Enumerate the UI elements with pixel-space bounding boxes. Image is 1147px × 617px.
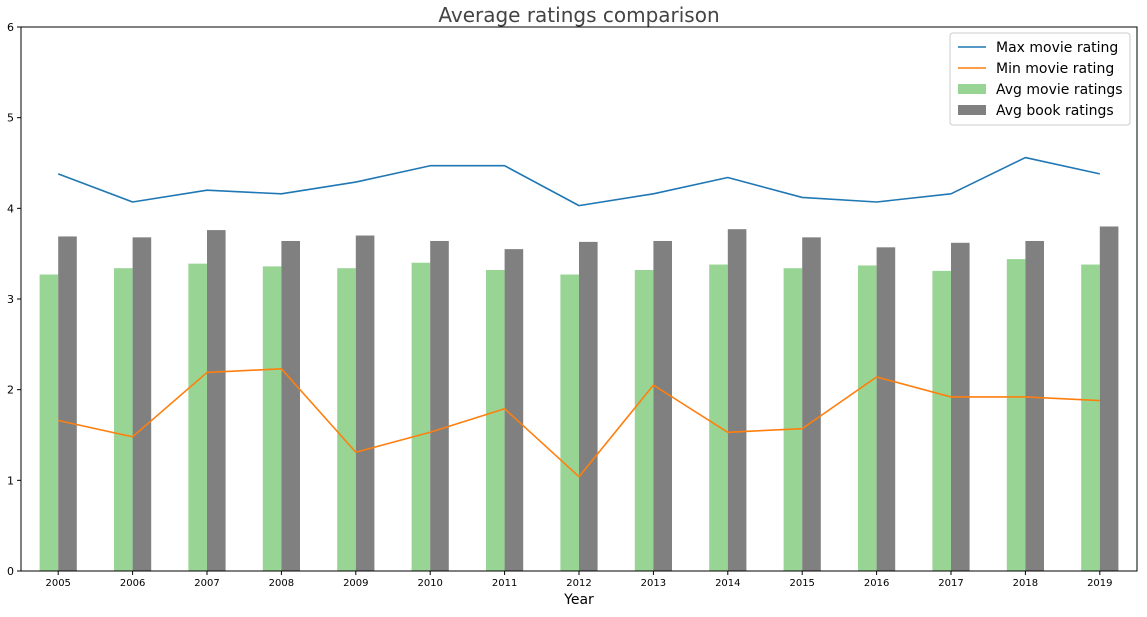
x-tick-label-2014: 2014 — [715, 578, 740, 589]
bar-avg-book-ratings-2005 — [58, 236, 77, 571]
bar-avg-book-ratings-2010 — [430, 240, 449, 571]
bar-avg-book-ratings-2018 — [1025, 240, 1044, 571]
line-min-movie-rating — [58, 368, 1100, 478]
x-tick-label-2015: 2015 — [789, 578, 814, 589]
bar-avg-book-ratings-2011 — [504, 249, 524, 571]
bar-avg-movie-ratings-2017 — [932, 270, 951, 571]
bar-avg-book-ratings-2009 — [355, 235, 375, 571]
bar-avg-book-ratings-2016 — [876, 247, 896, 571]
x-tick-label-2017: 2017 — [938, 578, 963, 589]
bar-avg-movie-ratings-2009 — [337, 268, 356, 571]
y-tick-label-5: 5 — [7, 112, 14, 125]
bar-avg-movie-ratings-2013 — [634, 269, 654, 571]
bar-avg-book-ratings-2015 — [802, 237, 821, 571]
legend-label-avg-book-ratings: Avg book ratings — [996, 103, 1114, 119]
bar-avg-movie-ratings-2007 — [188, 263, 207, 571]
x-tick-label-2019: 2019 — [1087, 578, 1112, 589]
x-tick-label-2018: 2018 — [1013, 578, 1038, 589]
bar-avg-book-ratings-2014 — [727, 229, 747, 571]
legend-swatch-avg-movie-ratings — [958, 84, 986, 94]
bar-avg-book-ratings-2017 — [951, 242, 970, 572]
y-tick-label-2: 2 — [7, 384, 14, 397]
y-tick-label-0: 0 — [7, 565, 14, 578]
legend: Max movie rating Min movie rating Avg movi… — [949, 32, 1131, 126]
bars-layer — [39, 226, 1119, 572]
line-max-movie-rating — [57, 156, 1100, 207]
x-tick-label-2006: 2006 — [120, 578, 145, 589]
legend-box — [949, 32, 1131, 126]
y-tick-label-1: 1 — [7, 474, 14, 487]
bar-avg-movie-ratings-2005 — [39, 274, 59, 571]
bar-avg-movie-ratings-2016 — [858, 265, 877, 571]
x-tick-label-2012: 2012 — [566, 578, 591, 589]
bar-avg-book-ratings-2019 — [1099, 226, 1119, 571]
x-tick-label-2005: 2005 — [45, 578, 70, 589]
bar-avg-book-ratings-2012 — [579, 241, 598, 571]
legend-swatch-avg-book-ratings — [958, 105, 986, 115]
x-tick-label-2010: 2010 — [417, 578, 442, 589]
lines-layer — [57, 156, 1100, 478]
bar-avg-book-ratings-2007 — [207, 230, 226, 571]
bar-avg-movie-ratings-2008 — [262, 266, 282, 571]
x-tick-label-2016: 2016 — [864, 578, 889, 589]
bar-avg-movie-ratings-2015 — [783, 268, 803, 571]
bar-avg-book-ratings-2013 — [653, 240, 672, 571]
bar-avg-movie-ratings-2014 — [709, 264, 728, 571]
chart-title: Average ratings comparison — [438, 3, 719, 27]
axes-layer: 0 1 2 3 4 5 6 2005 2006 2007 2008 2009 2010 2011 2012 2… — [7, 21, 1138, 589]
bar-avg-movie-ratings-2012 — [560, 274, 579, 571]
bar-avg-movie-ratings-2018 — [1006, 259, 1026, 571]
legend-label-avg-movie-ratings: Avg movie ratings — [996, 82, 1123, 98]
y-tick-label-6: 6 — [7, 21, 14, 34]
bar-avg-movie-ratings-2006 — [114, 268, 133, 571]
legend-label-min-movie-rating: Min movie rating — [996, 61, 1114, 77]
x-tick-label-2007: 2007 — [194, 578, 219, 589]
x-tick-label-2013: 2013 — [641, 578, 666, 589]
x-tick-label-2011: 2011 — [492, 578, 517, 589]
y-tick-label-3: 3 — [7, 293, 14, 306]
x-axis-label: Year — [563, 592, 594, 608]
bar-avg-movie-ratings-2011 — [486, 269, 505, 571]
bar-avg-book-ratings-2008 — [281, 240, 300, 571]
y-tick-label-4: 4 — [7, 202, 14, 215]
x-tick-label-2008: 2008 — [269, 578, 294, 589]
bar-avg-movie-ratings-2019 — [1081, 264, 1100, 571]
bar-avg-book-ratings-2006 — [132, 237, 152, 571]
legend-label-max-movie-rating: Max movie rating — [996, 40, 1118, 56]
x-tick-label-2009: 2009 — [343, 578, 368, 589]
bar-avg-movie-ratings-2010 — [411, 262, 431, 571]
